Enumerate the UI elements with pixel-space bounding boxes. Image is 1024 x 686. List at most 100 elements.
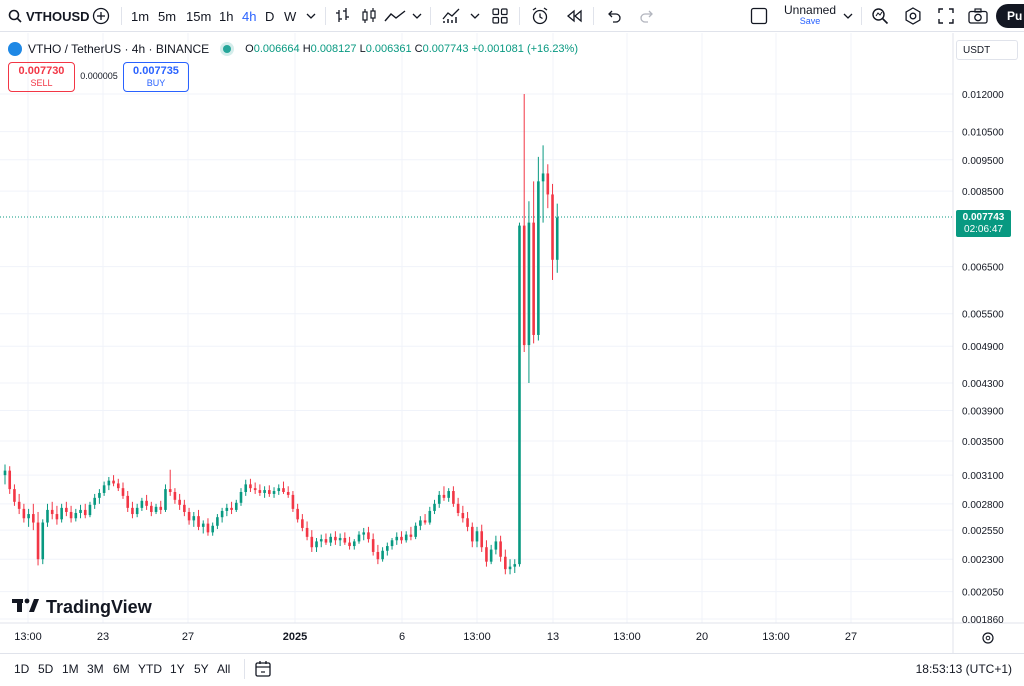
tradingview-watermark[interactable]: TradingView — [12, 597, 152, 618]
currency-select[interactable]: USDT — [956, 40, 1018, 60]
candle — [3, 464, 7, 485]
candle-body — [88, 504, 92, 516]
alarm-clock-icon — [530, 6, 550, 26]
range-1y[interactable]: 1Y — [170, 662, 185, 676]
candle — [46, 503, 49, 527]
bar-chart-type-button[interactable] — [333, 0, 353, 32]
candle-body — [371, 539, 375, 552]
layout-save-button[interactable]: Unnamed Save — [750, 0, 836, 32]
candle — [41, 519, 45, 565]
candle-body — [546, 173, 550, 195]
candle-body — [390, 540, 394, 547]
quick-search-button[interactable] — [869, 0, 891, 32]
interval-15m[interactable]: 15m — [186, 8, 212, 24]
candle-body — [173, 491, 177, 500]
scale-settings-icon[interactable] — [982, 632, 994, 644]
close-label: C — [414, 43, 423, 55]
candle-body — [381, 550, 384, 560]
alert-button[interactable] — [529, 0, 551, 32]
candle — [513, 559, 517, 574]
redo-button[interactable] — [637, 0, 657, 32]
candle — [381, 547, 384, 562]
sell-button[interactable]: 0.007730 SELL — [8, 62, 75, 92]
candle-body — [348, 542, 351, 547]
candle-body — [286, 491, 290, 495]
candle-body — [17, 501, 21, 509]
undo-button[interactable] — [604, 0, 624, 32]
interval-5m[interactable]: 5m — [158, 8, 177, 24]
candle-body — [145, 500, 148, 506]
layout-dropdown[interactable] — [841, 0, 855, 32]
screenshot-button[interactable] — [967, 0, 989, 32]
candle — [433, 499, 436, 515]
high-label: H — [302, 43, 311, 55]
interval-w[interactable]: W — [284, 8, 297, 24]
range-1m[interactable]: 1M — [62, 662, 79, 676]
interval-d[interactable]: D — [265, 8, 275, 24]
range-1d[interactable]: 1D — [14, 662, 30, 676]
settings-button[interactable] — [902, 0, 924, 32]
candle — [173, 488, 177, 504]
candle — [291, 491, 295, 512]
range-3m[interactable]: 3M — [87, 662, 104, 676]
candle — [168, 469, 172, 496]
open-label: O — [245, 43, 254, 55]
candle-body — [211, 525, 214, 533]
candle-body — [504, 556, 507, 570]
fullscreen-button[interactable] — [935, 0, 957, 32]
candle-body — [518, 225, 521, 565]
candle-body — [456, 503, 460, 514]
price-tick-label: 0.002050 — [962, 588, 1004, 599]
chart-canvas[interactable]: 0.012000 0.010500 0.009500 0.008500 0.006500… — [0, 33, 1024, 653]
range-5y[interactable]: 5Y — [194, 662, 209, 676]
candle-body — [178, 499, 181, 505]
goto-date-button[interactable] — [254, 660, 272, 681]
publish-button[interactable]: Pu — [996, 4, 1024, 28]
candle-body — [508, 566, 512, 570]
time-tick-label: 13 — [547, 631, 559, 643]
indicators-dropdown[interactable] — [468, 0, 482, 32]
candle-body — [527, 222, 531, 346]
time-axis[interactable]: 13:00 23 27 2025 6 13:00 13 13:00 20 13:00 27 — [14, 631, 857, 643]
candle-body — [301, 519, 304, 528]
candle — [178, 493, 181, 510]
candle-body — [107, 480, 111, 486]
chevron-down-icon — [470, 13, 480, 19]
compare-symbol-button[interactable] — [90, 0, 112, 32]
interval-1m[interactable]: 1m — [131, 8, 150, 24]
chart-type-dropdown[interactable] — [410, 0, 424, 32]
legend-title[interactable]: VTHO / TetherUS · 4h · BINANCE — [28, 42, 210, 56]
range-all[interactable]: All — [217, 662, 231, 676]
candle-body — [272, 491, 276, 494]
candle — [145, 494, 148, 510]
candle-body — [65, 507, 68, 512]
interval-4h[interactable]: 4h — [242, 8, 257, 24]
symbol-search-button[interactable]: VTHOUSD — [8, 0, 90, 32]
range-6m[interactable]: 6M — [113, 662, 130, 676]
candle-body — [414, 525, 417, 537]
candle-body — [494, 541, 498, 550]
candle — [371, 533, 375, 556]
interval-dropdown[interactable] — [304, 0, 318, 32]
clock-timezone[interactable]: 18:53:13 (UTC+1) — [915, 662, 1012, 676]
range-5d[interactable]: 5D — [38, 662, 54, 676]
candle — [234, 499, 238, 512]
bars-icon — [335, 7, 351, 25]
line-chart-type-button[interactable] — [383, 0, 407, 32]
buy-button[interactable]: 0.007735 BUY — [123, 62, 189, 92]
range-ytd[interactable]: YTD — [138, 662, 162, 676]
candle — [470, 522, 474, 548]
candle — [518, 222, 521, 567]
layouts-button[interactable] — [490, 0, 510, 32]
price-axis[interactable]: 0.012000 0.010500 0.009500 0.008500 0.006500… — [962, 90, 1004, 626]
indicators-button[interactable] — [440, 0, 462, 32]
candle — [74, 508, 78, 522]
candle-body — [192, 516, 196, 521]
candles-chart-type-button[interactable] — [359, 0, 379, 32]
interval-1h[interactable]: 1h — [219, 8, 234, 24]
candle — [527, 201, 531, 384]
price-tick-label: 0.001860 — [962, 615, 1004, 626]
candle — [437, 491, 441, 508]
replay-button[interactable] — [564, 0, 584, 32]
candle — [404, 531, 408, 543]
